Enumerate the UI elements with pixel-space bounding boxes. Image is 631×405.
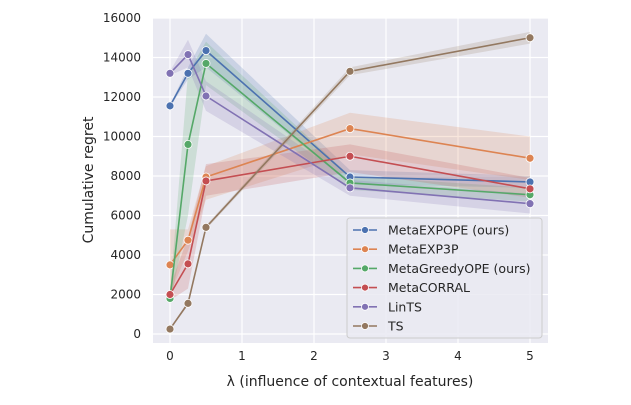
y-tick-label: 2000	[110, 288, 141, 302]
data-point	[183, 298, 193, 308]
y-tick-label: 14000	[103, 51, 141, 65]
data-point	[183, 139, 193, 149]
x-tick-label: 2	[310, 349, 318, 363]
data-point	[525, 199, 535, 209]
legend-marker	[361, 245, 369, 254]
data-point	[345, 183, 355, 193]
data-point	[183, 235, 193, 245]
data-point	[201, 176, 211, 186]
data-point	[201, 222, 211, 232]
legend: MetaEXPOPE (ours) MetaEXP3P MetaGreedyOPE …	[346, 217, 543, 339]
data-point	[165, 290, 175, 299]
data-point	[201, 59, 211, 68]
data-point	[165, 101, 175, 111]
data-point	[201, 91, 211, 101]
ci-band	[170, 39, 530, 214]
data-point	[165, 324, 175, 334]
legend-label: MetaGreedyOPE (ours)	[388, 261, 531, 276]
data-point	[183, 68, 193, 78]
data-point	[183, 50, 193, 59]
legend-box	[346, 217, 543, 339]
y-tick-label: 0	[133, 327, 141, 341]
data-point	[201, 46, 211, 55]
data-point	[183, 259, 193, 269]
y-tick-label: 8000	[110, 169, 141, 183]
legend-label: TS	[387, 319, 404, 334]
legend-marker	[361, 302, 369, 311]
x-tick-label: 4	[454, 349, 462, 363]
data-point	[525, 33, 535, 43]
x-tick-label: 1	[238, 349, 246, 363]
legend-marker	[361, 322, 369, 330]
x-axis-label: λ (influence of contextual features)	[227, 374, 474, 390]
legend-label: MetaEXP3P	[388, 242, 459, 257]
x-tick-label: 0	[166, 349, 174, 363]
legend-marker	[361, 226, 369, 234]
x-tick-label: 3	[382, 349, 390, 363]
y-tick-label: 12000	[103, 90, 141, 104]
y-axis-label: Cumulative regret	[81, 116, 97, 243]
legend-label: MetaEXPOPE (ours)	[388, 223, 509, 238]
legend-marker	[361, 283, 369, 292]
y-tick-label: 4000	[110, 248, 141, 262]
legend-marker	[361, 264, 369, 273]
y-tick-label: 16000	[103, 11, 141, 25]
y-tick-label: 10000	[103, 130, 141, 144]
data-point	[525, 184, 535, 194]
y-tick-label: 6000	[110, 209, 141, 223]
data-point	[525, 153, 535, 163]
x-tick-label: 5	[526, 349, 534, 363]
data-point	[345, 151, 355, 161]
legend-label: MetaCORRAL	[388, 280, 470, 295]
data-point	[165, 68, 175, 78]
legend-label: LinTS	[388, 299, 422, 314]
data-point	[345, 124, 355, 134]
ci-band	[170, 144, 530, 301]
data-point	[345, 66, 355, 76]
